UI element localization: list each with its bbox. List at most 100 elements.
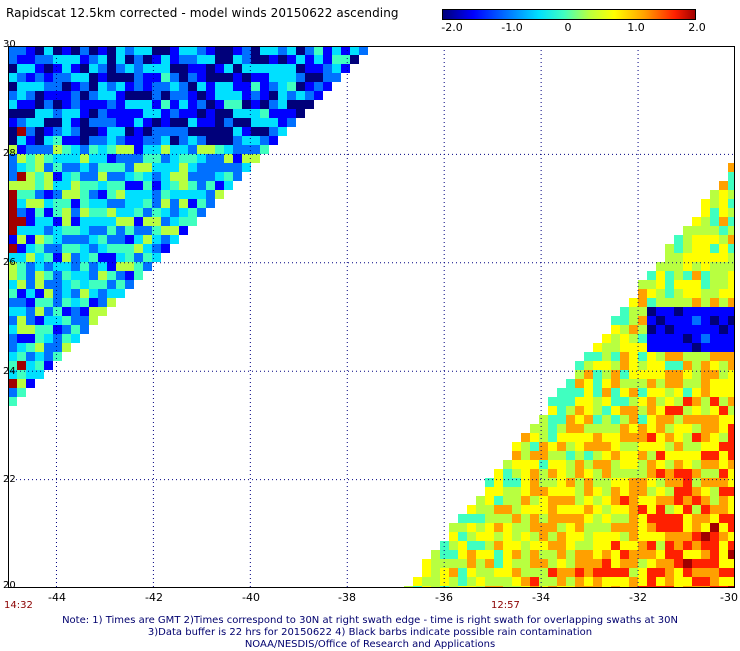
wind-cell	[674, 406, 683, 415]
wind-cell	[629, 316, 638, 325]
wind-cell	[53, 316, 62, 325]
wind-cell	[161, 163, 170, 172]
wind-cell	[125, 262, 134, 271]
wind-cell	[584, 550, 593, 559]
wind-cell	[422, 559, 431, 568]
wind-cell	[611, 460, 620, 469]
wind-cell	[665, 568, 674, 577]
wind-cell	[98, 289, 107, 298]
wind-cell	[584, 487, 593, 496]
wind-cell	[278, 55, 287, 64]
wind-cell	[566, 532, 575, 541]
wind-cell	[683, 415, 692, 424]
wind-cell	[656, 541, 665, 550]
wind-cell	[125, 181, 134, 190]
wind-cell	[116, 73, 125, 82]
wind-cell	[188, 82, 197, 91]
wind-cell	[62, 100, 71, 109]
wind-cell	[80, 91, 89, 100]
wind-cell	[17, 109, 26, 118]
wind-cell	[8, 379, 17, 388]
wind-cell	[305, 82, 314, 91]
wind-cell	[179, 82, 188, 91]
wind-cell	[629, 496, 638, 505]
wind-cell	[656, 397, 665, 406]
wind-cell	[116, 226, 125, 235]
wind-cell	[674, 289, 683, 298]
wind-cell	[683, 424, 692, 433]
wind-cell	[152, 172, 161, 181]
wind-cell	[674, 478, 683, 487]
wind-cell	[710, 343, 719, 352]
wind-cell	[62, 55, 71, 64]
wind-cell	[710, 523, 719, 532]
wind-cell	[683, 262, 692, 271]
wind-cell	[584, 469, 593, 478]
wind-cell	[71, 307, 80, 316]
wind-cell	[494, 496, 503, 505]
wind-cell	[728, 415, 735, 424]
wind-cell	[152, 226, 161, 235]
wind-cell	[80, 253, 89, 262]
wind-cell	[494, 487, 503, 496]
wind-cell	[152, 199, 161, 208]
wind-cell	[638, 541, 647, 550]
wind-cell	[728, 352, 735, 361]
wind-cell	[710, 244, 719, 253]
wind-cell	[152, 64, 161, 73]
wind-cell	[35, 244, 44, 253]
wind-cell	[206, 172, 215, 181]
wind-cell	[71, 118, 80, 127]
wind-cell	[692, 460, 701, 469]
wind-cell	[17, 370, 26, 379]
wind-cell	[665, 577, 674, 586]
wind-cell	[53, 208, 62, 217]
wind-cell	[593, 388, 602, 397]
wind-cell	[728, 397, 735, 406]
wind-cell	[17, 388, 26, 397]
wind-cell	[728, 577, 735, 586]
wind-cell	[278, 46, 287, 55]
wind-cell	[161, 127, 170, 136]
wind-cell	[206, 64, 215, 73]
wind-cell	[485, 568, 494, 577]
wind-cell	[35, 163, 44, 172]
wind-cell	[152, 145, 161, 154]
wind-cell	[26, 244, 35, 253]
wind-cell	[431, 568, 440, 577]
wind-cell	[647, 460, 656, 469]
wind-cell	[665, 289, 674, 298]
wind-cell	[665, 559, 674, 568]
wind-cell	[206, 73, 215, 82]
wind-cell	[8, 271, 17, 280]
wind-cell	[323, 55, 332, 64]
wind-cell	[620, 307, 629, 316]
wind-cell	[125, 244, 134, 253]
wind-cell	[44, 235, 53, 244]
wind-cell	[215, 145, 224, 154]
wind-cell	[719, 451, 728, 460]
wind-cell	[80, 55, 89, 64]
wind-cell	[728, 568, 735, 577]
lat-label-24: 24	[3, 366, 16, 377]
wind-cell	[80, 262, 89, 271]
wind-cell	[638, 568, 647, 577]
wind-cell	[197, 91, 206, 100]
wind-cell	[548, 415, 557, 424]
wind-cell	[278, 64, 287, 73]
wind-cell	[179, 190, 188, 199]
wind-cell	[476, 496, 485, 505]
wind-cell	[647, 568, 656, 577]
wind-cell	[620, 424, 629, 433]
wind-cell	[287, 46, 296, 55]
wind-cell	[350, 46, 359, 55]
wind-cell	[314, 55, 323, 64]
wind-cell	[17, 118, 26, 127]
wind-cell	[584, 424, 593, 433]
wind-cell	[710, 514, 719, 523]
wind-cell	[548, 523, 557, 532]
wind-cell	[449, 559, 458, 568]
wind-cell	[503, 577, 512, 586]
wind-cell	[35, 136, 44, 145]
wind-cell	[692, 469, 701, 478]
